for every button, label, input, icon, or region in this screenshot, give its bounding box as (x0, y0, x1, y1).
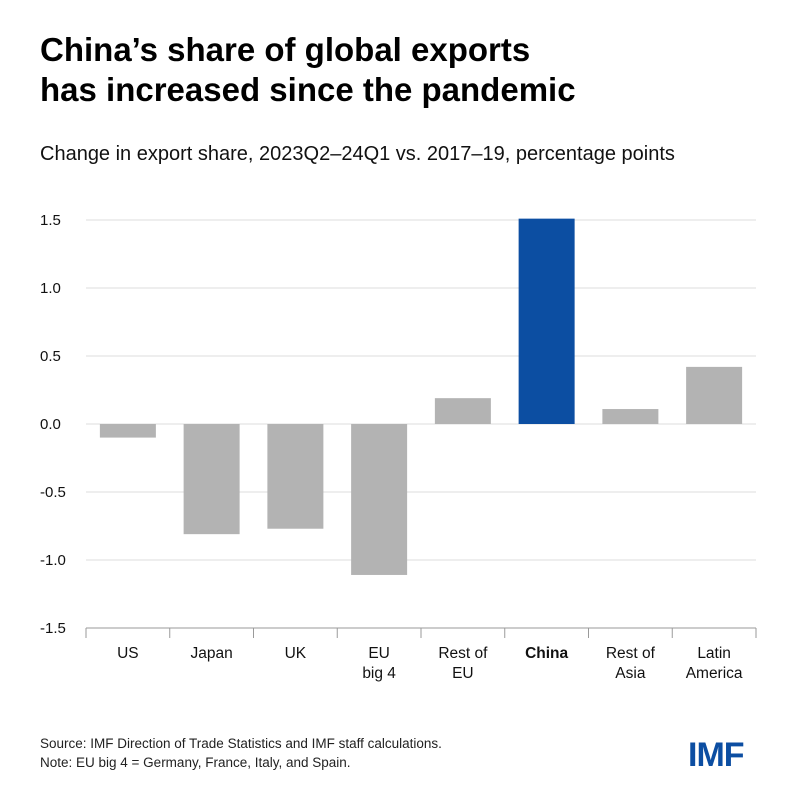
x-category-label: America (686, 665, 743, 682)
bar (686, 366, 743, 424)
y-tick-label: 1.0 (40, 280, 61, 297)
y-tick-label: -1.0 (40, 552, 66, 569)
chart-title: China’s share of global exports has incr… (40, 30, 760, 110)
bar-highlight (518, 218, 575, 424)
chart-title-line-2: has increased since the pandemic (40, 71, 576, 108)
chart-subtitle: Change in export share, 2023Q2–24Q1 vs. … (40, 143, 675, 165)
x-category-label: US (117, 645, 139, 662)
y-tick-label: 1.5 (40, 212, 61, 229)
bar (267, 424, 324, 529)
x-category-label: big 4 (362, 665, 396, 682)
chart-title-line-1: China’s share of global exports (40, 31, 531, 68)
x-category-label: Rest of (438, 645, 488, 662)
bar (602, 409, 659, 424)
y-tick-label: -1.5 (40, 620, 66, 637)
x-category-label: Rest of (606, 645, 656, 662)
x-category-label: Japan (191, 645, 233, 662)
x-category-label: UK (285, 645, 307, 662)
y-tick-label: 0.5 (40, 348, 61, 365)
source-note: Source: IMF Direction of Trade Statistic… (40, 736, 442, 751)
y-tick-label: -0.5 (40, 484, 66, 501)
bar (99, 424, 156, 438)
x-category-label: EU (452, 665, 474, 682)
footnote: Note: EU big 4 = Germany, France, Italy,… (40, 755, 351, 770)
bar (183, 424, 240, 535)
x-category-label: Latin (697, 645, 731, 662)
imf-logo: IMF (688, 736, 745, 774)
x-category-label: EU (368, 645, 390, 662)
chart-footer: Source: IMF Direction of Trade Statistic… (40, 734, 442, 772)
y-tick-label: 0.0 (40, 416, 61, 433)
bar (434, 398, 491, 424)
x-category-label: Asia (615, 665, 646, 682)
bar-chart: -1.5 -1.0 -0.5 0.0 0.5 1.0 1.5 US Japan UK EU big 4… (40, 212, 757, 682)
bar (351, 424, 408, 575)
x-category-label: China (525, 645, 568, 662)
